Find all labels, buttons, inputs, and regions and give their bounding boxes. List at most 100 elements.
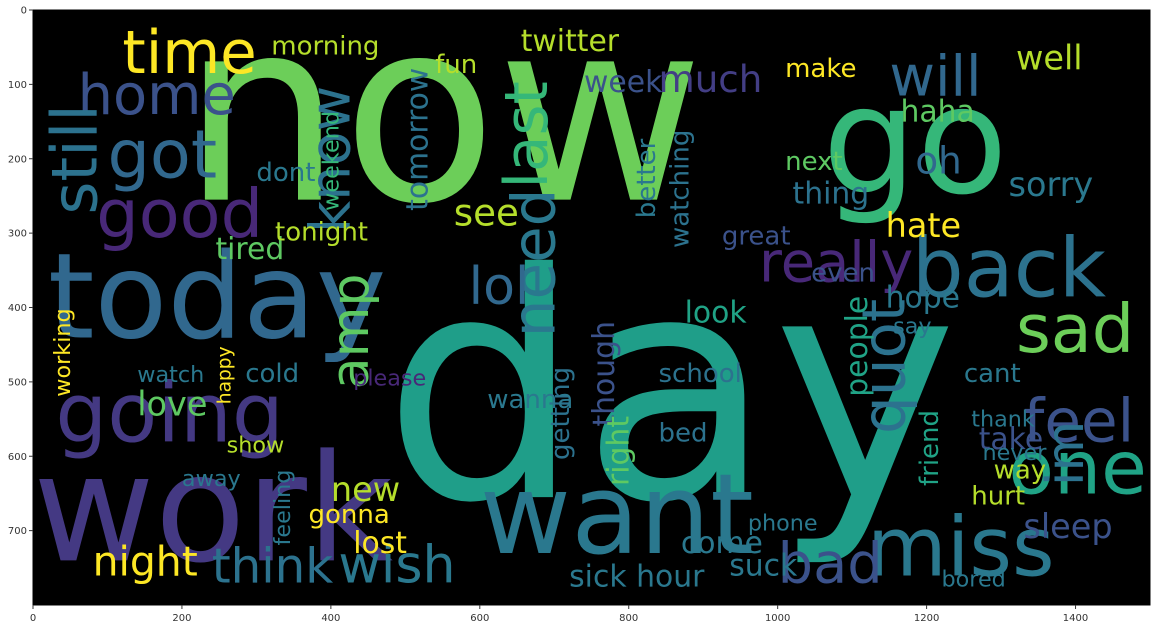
- word-cant: cant: [964, 359, 1021, 389]
- word-think: think: [212, 539, 334, 595]
- word-oh: oh: [915, 139, 961, 183]
- word-look: look: [685, 295, 748, 330]
- word-lol: lol: [469, 257, 530, 317]
- word-amp: amp: [321, 274, 381, 390]
- word-tonight: tonight: [275, 218, 368, 248]
- word-time: time: [122, 19, 256, 88]
- word-fun: fun: [435, 50, 477, 80]
- word-weekend: weekend: [318, 111, 344, 211]
- word-night: night: [93, 537, 198, 585]
- word-still: still: [37, 104, 111, 214]
- x-tick-label: 600: [470, 613, 489, 624]
- x-tick-label: 800: [619, 613, 638, 624]
- word-haha: haha: [901, 95, 975, 130]
- y-tick-label: 600: [8, 452, 27, 463]
- word-people: people: [840, 296, 875, 397]
- word-back: back: [912, 221, 1107, 316]
- word-good: good: [96, 175, 263, 253]
- word-feeling: feeling: [270, 470, 296, 546]
- word-home: home: [78, 63, 236, 128]
- word-better: better: [632, 138, 662, 218]
- x-tick-label: 1200: [914, 613, 939, 624]
- word-next: next: [785, 147, 843, 177]
- word-dont: dont: [256, 158, 315, 188]
- word-sleep: sleep: [1023, 507, 1112, 546]
- word-one: one: [1009, 424, 1147, 511]
- word-even: even: [811, 258, 875, 288]
- word-hate: hate: [886, 206, 962, 245]
- y-tick-label: 0: [21, 6, 27, 17]
- word-cold: cold: [245, 359, 299, 389]
- word-tomorrow: tomorrow: [401, 68, 436, 211]
- word-watching: watching: [665, 130, 695, 248]
- word-away: away: [182, 466, 241, 492]
- word-bored: bored: [941, 566, 1005, 592]
- word-got: got: [107, 115, 217, 193]
- word-tired: tired: [215, 232, 284, 267]
- word-miss: miss: [867, 500, 1055, 595]
- word-today: today: [48, 228, 386, 366]
- word-come: come: [681, 526, 763, 561]
- word-wish: wish: [338, 536, 455, 596]
- word-friend: friend: [915, 410, 945, 486]
- word-working: working: [50, 308, 76, 396]
- word-much: much: [659, 57, 763, 101]
- word-well: well: [1016, 39, 1083, 78]
- x-tick-label: 1000: [765, 613, 790, 624]
- x-tick-label: 0: [30, 613, 36, 624]
- plot-background: [33, 10, 1150, 605]
- word-way: way: [994, 456, 1047, 486]
- word-day: day: [383, 207, 958, 571]
- word-great: great: [722, 221, 791, 251]
- word-now: now: [182, 0, 704, 260]
- word-watch: watch: [137, 362, 204, 388]
- word-work: work: [33, 423, 393, 596]
- x-tick-label: 200: [172, 613, 191, 624]
- y-tick-label: 500: [8, 377, 27, 388]
- word-though: though: [587, 321, 622, 426]
- word-hope: hope: [886, 281, 960, 316]
- x-axis: 0 200 400 600 800 1000 1200 1400: [30, 605, 1088, 624]
- word-take: take: [979, 422, 1043, 457]
- x-tick-label: 1400: [1063, 613, 1088, 624]
- word-sorry: sorry: [1009, 165, 1094, 204]
- word-want: want: [480, 450, 754, 580]
- y-tick-label: 100: [8, 80, 27, 91]
- y-tick-label: 300: [8, 229, 27, 240]
- word-last: last: [493, 81, 562, 188]
- word-sad: sad: [1016, 290, 1134, 368]
- word-sick: sick: [569, 559, 627, 594]
- word-hurt: hurt: [971, 482, 1025, 512]
- word-getting: getting: [546, 367, 576, 460]
- word-really: really: [759, 230, 913, 295]
- y-tick-label: 200: [8, 154, 27, 165]
- word-thank: thank: [971, 407, 1035, 433]
- word-suck: suck: [729, 548, 798, 583]
- word-going: going: [55, 366, 283, 461]
- word-need: need: [500, 189, 569, 338]
- word-thing: thing: [793, 176, 870, 211]
- word-bed: bed: [659, 418, 708, 448]
- word-im: im: [1036, 421, 1096, 486]
- word-say: say: [893, 314, 931, 340]
- word-please: please: [353, 366, 426, 392]
- word-show: show: [227, 433, 285, 459]
- word-hour: hour: [636, 559, 705, 594]
- word-see: see: [454, 191, 519, 235]
- word-lost: lost: [353, 526, 407, 561]
- word-happy: happy: [214, 346, 235, 404]
- word-gonna: gonna: [309, 500, 390, 530]
- y-axis: 0 100 200 300 400 500 600 700: [8, 6, 33, 537]
- word-school: school: [659, 359, 742, 389]
- word-feel: feel: [1023, 387, 1134, 456]
- word-phone: phone: [748, 511, 818, 537]
- word-week: week: [584, 65, 663, 100]
- word-go: go: [822, 55, 1008, 228]
- word-new: new: [331, 470, 400, 509]
- word-morning: morning: [271, 32, 379, 62]
- word-know: know: [298, 86, 363, 233]
- y-tick-label: 700: [8, 526, 27, 537]
- word-twitter: twitter: [521, 24, 620, 59]
